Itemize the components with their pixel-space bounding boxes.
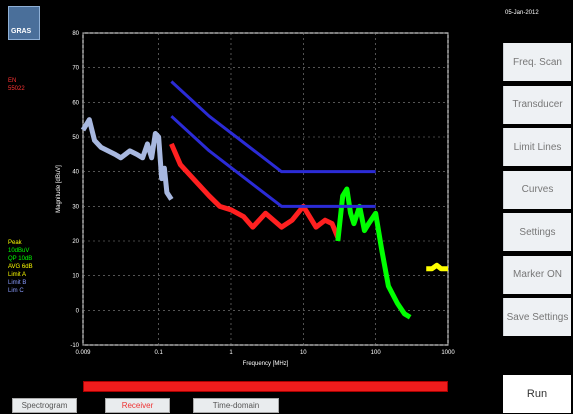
spectrum-trace: [426, 262, 448, 272]
trace-legend-label: Peak: [8, 240, 22, 246]
spectrum-trace: [169, 142, 341, 239]
y-tick-label: 70: [72, 66, 79, 72]
x-tick-label: 1: [229, 350, 233, 356]
limit-line: [170, 115, 376, 208]
marker-on-button[interactable]: Marker ON: [503, 255, 571, 294]
y-tick-label: 30: [72, 204, 79, 210]
tab-receiver[interactable]: Receiver: [105, 398, 170, 413]
trace-legend-label: Limit B: [8, 280, 27, 286]
limit-line: [170, 80, 376, 174]
y-tick-label: 50: [72, 135, 79, 141]
logo-text: GRAS: [11, 28, 32, 35]
trace-legend-label: 55022: [8, 86, 25, 92]
tab-time-domain[interactable]: Time-domain: [193, 398, 279, 413]
spectrum-trace: [80, 117, 174, 201]
limit-lines-button[interactable]: Limit Lines: [503, 128, 571, 166]
curves-button[interactable]: Curves: [503, 170, 571, 209]
trace-legend-label: Limit A: [8, 272, 27, 278]
settings-button[interactable]: Settings: [503, 213, 571, 251]
run-button[interactable]: Run: [503, 375, 571, 413]
y-tick-label: 60: [72, 100, 79, 106]
trace-legend-label: 10dBuV: [8, 248, 30, 254]
x-tick-label: 10: [300, 350, 307, 356]
y-tick-label: 20: [72, 239, 79, 245]
tab-spectrogram[interactable]: Spectrogram: [12, 398, 77, 413]
y-tick-label: 10: [72, 274, 79, 280]
trace-legend-label: QP 10dB: [8, 256, 33, 262]
y-tick-label: 80: [72, 31, 79, 37]
trace-legend-label: Lim C: [8, 288, 24, 294]
x-tick-label: 0.1: [154, 350, 163, 356]
scan-progress-bar: [83, 381, 448, 392]
x-tick-label: 100: [371, 350, 382, 356]
x-axis-label: Frequency [MHz]: [243, 361, 289, 367]
date-label: 05-Jan-2012: [505, 10, 539, 16]
trace-legend-label: EN: [8, 78, 17, 84]
y-tick-label: -10: [70, 343, 79, 349]
x-tick-label: 0.009: [75, 350, 91, 356]
spectrum-trace: [335, 186, 412, 320]
y-tick-label: 0: [76, 308, 80, 314]
freq-scan-button[interactable]: Freq. Scan: [503, 43, 571, 81]
trace-legend-label: AVG 6dB: [8, 264, 33, 270]
spectrum-plot: -10 0 10 20 30 40 50 60 70 80 0.009 0.1 1 10 100 1000 F…: [56, 31, 455, 367]
logo: GRAS: [8, 6, 40, 40]
save-settings-button[interactable]: Save Settings: [503, 298, 571, 336]
y-tick-label: 40: [72, 170, 79, 176]
transducer-button[interactable]: Transducer: [503, 85, 571, 124]
x-tick-label: 1000: [441, 350, 455, 356]
y-axis-label: Magnitude [dBuV]: [56, 165, 62, 213]
